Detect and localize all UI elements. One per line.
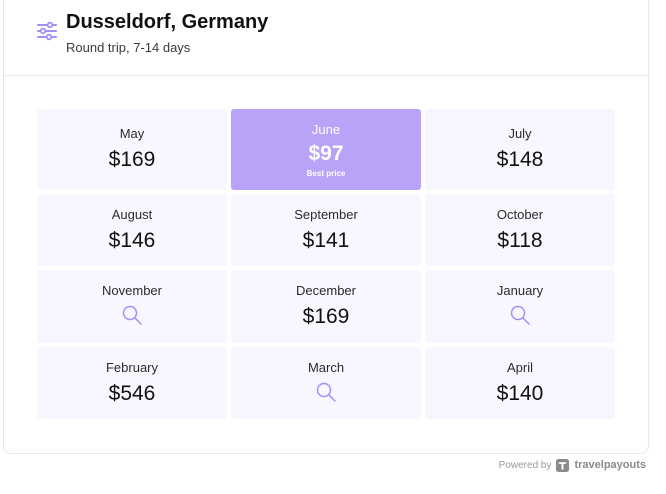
month-cell-january[interactable]: January [425,270,615,343]
month-price: $97 [308,142,344,165]
month-label: February [105,360,159,375]
month-price: $140 [496,382,544,405]
month-label: April [506,360,533,375]
powered-by-footer[interactable]: Powered by travelpayouts [499,457,646,473]
month-cell-december[interactable]: December $169 [231,270,421,343]
month-price: $146 [108,229,156,252]
month-label: August [111,207,153,222]
month-cell-july[interactable]: July $148 [425,109,615,190]
month-label: January [496,283,544,298]
travelpayouts-brand: travelpayouts [574,459,646,471]
month-cell-november[interactable]: November [37,270,227,343]
widget-card: Dusseldorf, Germany Round trip, 7-14 day… [3,0,649,454]
month-cell-october[interactable]: October $118 [425,194,615,266]
sliders-icon[interactable] [36,20,58,42]
search-icon[interactable] [509,304,531,326]
month-label: July [508,126,532,141]
travelpayouts-logo-icon [556,458,570,472]
month-price: $169 [302,305,350,328]
month-label: May [119,126,145,141]
month-cell-april[interactable]: April $140 [425,347,615,419]
month-price: $148 [496,148,544,171]
month-price: $169 [108,148,156,171]
month-price: $118 [497,229,543,252]
powered-by-text: Powered by [498,459,552,471]
search-icon[interactable] [121,304,143,326]
month-label: September [294,207,358,222]
month-cell-february[interactable]: February $546 [37,347,227,419]
month-label: November [102,283,162,298]
month-price: $141 [302,229,350,252]
month-cell-september[interactable]: September $141 [231,194,421,266]
trip-subtitle: Round trip, 7-14 days [66,40,191,55]
widget-header: Dusseldorf, Germany Round trip, 7-14 day… [4,0,648,76]
month-price: $546 [108,382,156,405]
month-label: December [296,283,356,298]
search-icon[interactable] [315,381,337,403]
month-price-grid: May $169 June $97 Best price July $148 August $1… [37,109,615,421]
month-cell-june[interactable]: June $97 Best price [231,109,421,190]
page-title: Dusseldorf, Germany [66,11,269,33]
month-label: March [307,360,345,375]
month-cell-august[interactable]: August $146 [37,194,227,266]
month-label: June [311,122,341,137]
month-label: October [496,207,544,222]
month-cell-may[interactable]: May $169 [37,109,227,190]
best-price-badge: Best price [306,169,346,178]
month-cell-march[interactable]: March [231,347,421,419]
